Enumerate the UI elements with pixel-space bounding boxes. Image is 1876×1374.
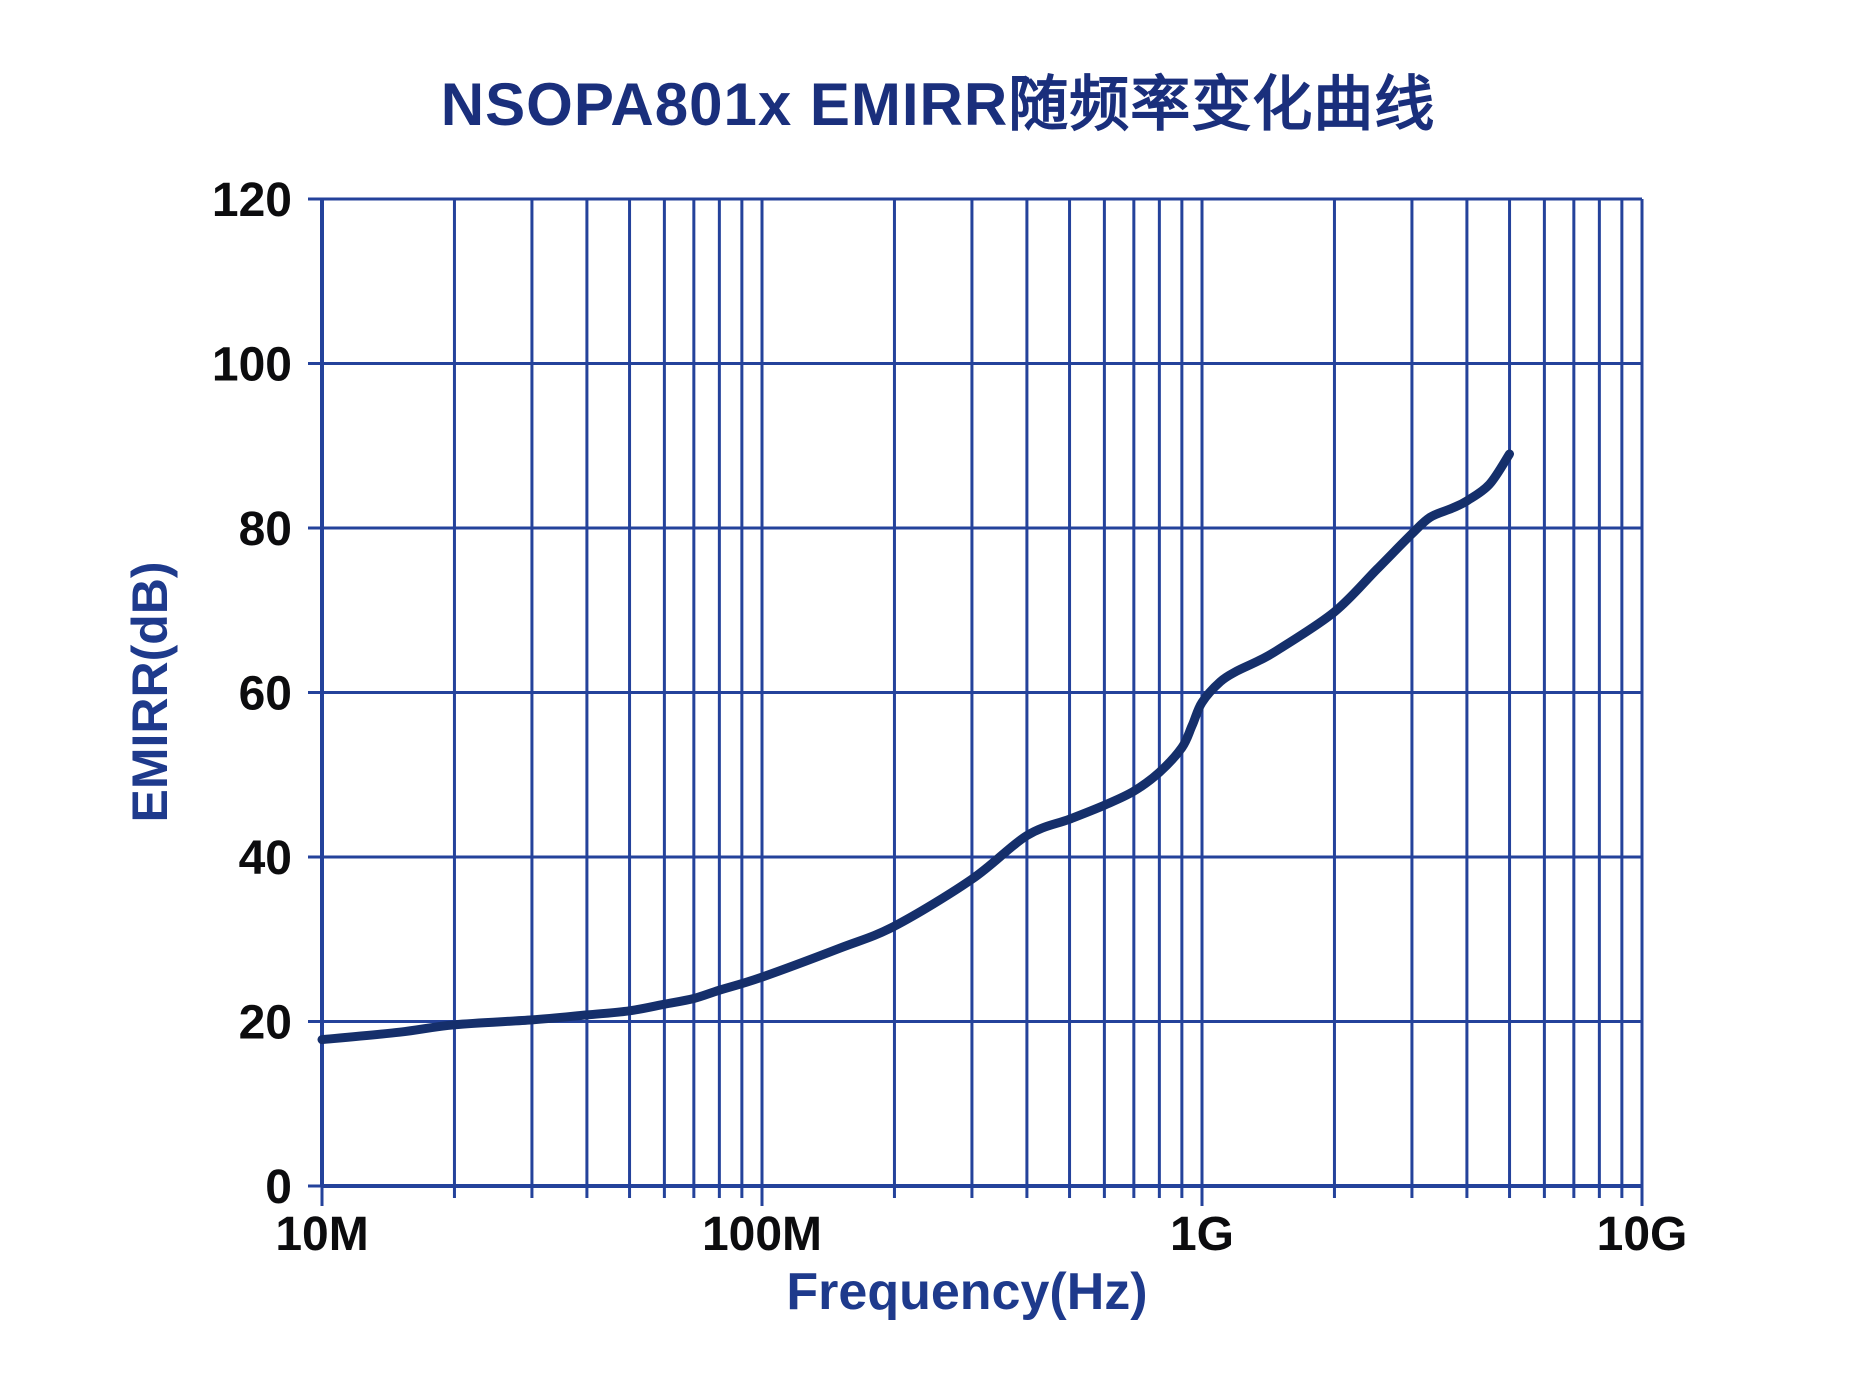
axis-ticks <box>308 197 1644 1206</box>
tick-labels: 0 20 40 60 80 100 120 10M 100M 1G 10G <box>212 174 1687 1261</box>
x-tick-label: 1G <box>1170 1208 1234 1261</box>
data-series <box>317 449 1514 1045</box>
y-tick-label: 20 <box>239 997 292 1050</box>
y-tick-label: 60 <box>239 668 292 721</box>
y-tick-label: 0 <box>265 1161 292 1214</box>
emirr-curve <box>317 449 1514 1045</box>
grid-lines <box>320 197 1644 1188</box>
y-tick-label: 80 <box>239 503 292 556</box>
x-tick-label: 10M <box>275 1208 368 1261</box>
x-tick-label: 10G <box>1597 1208 1688 1261</box>
y-tick-label: 100 <box>212 339 292 392</box>
x-axis-label: Frequency(Hz) <box>786 1263 1148 1321</box>
chart-title: NSOPA801x EMIRR随频率变化曲线 <box>440 71 1436 138</box>
x-tick-label: 100M <box>702 1208 822 1261</box>
y-tick-label: 40 <box>239 832 292 885</box>
y-tick-label: 120 <box>212 174 292 227</box>
